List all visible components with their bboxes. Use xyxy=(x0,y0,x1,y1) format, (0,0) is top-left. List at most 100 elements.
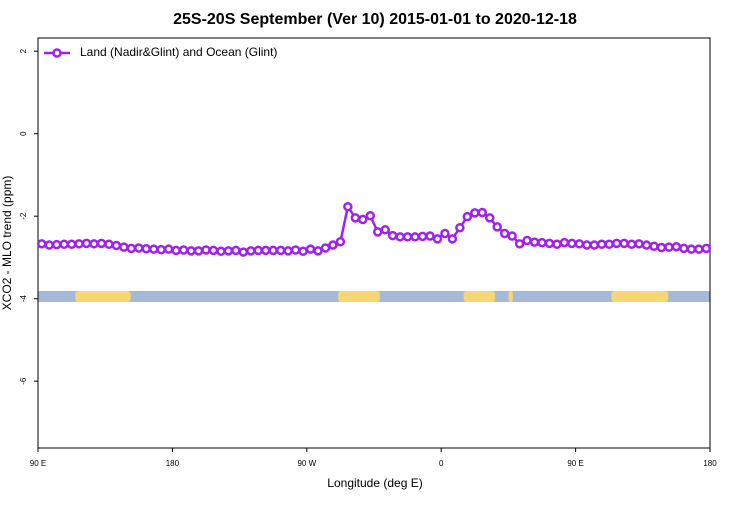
data-point xyxy=(447,234,458,244)
data-point xyxy=(604,239,614,249)
data-point xyxy=(440,228,450,239)
data-point xyxy=(514,239,525,249)
data-point xyxy=(701,243,712,254)
data-point xyxy=(358,214,368,225)
data-point xyxy=(44,240,54,250)
data-point xyxy=(283,246,293,256)
data-point xyxy=(171,245,181,256)
data-point xyxy=(649,241,659,252)
land-span xyxy=(508,291,513,302)
data-point xyxy=(246,246,256,256)
data-point xyxy=(260,245,271,256)
data-point xyxy=(66,239,77,249)
data-point xyxy=(335,237,346,247)
data-point xyxy=(372,227,383,237)
data-point xyxy=(216,246,226,256)
data-point xyxy=(141,244,152,254)
y-tick-label: 0 xyxy=(19,131,28,136)
land-span xyxy=(338,291,380,302)
data-point xyxy=(163,244,174,254)
data-point xyxy=(104,239,114,249)
data-point xyxy=(313,246,323,256)
data-point xyxy=(559,237,570,248)
data-point xyxy=(395,232,405,242)
data-point xyxy=(656,242,667,253)
y-tick-label: -4 xyxy=(19,295,28,303)
data-point xyxy=(484,213,495,223)
data-point xyxy=(81,238,92,249)
data-point xyxy=(36,239,47,249)
x-tick-label: 180 xyxy=(166,459,180,468)
y-tick-label: -6 xyxy=(19,377,28,385)
data-point xyxy=(686,244,697,254)
data-point xyxy=(328,240,338,250)
data-point xyxy=(671,241,682,252)
data-point xyxy=(477,207,488,218)
data-point xyxy=(544,238,555,249)
data-point xyxy=(208,245,219,256)
data-point xyxy=(298,246,308,256)
data-point xyxy=(268,245,278,256)
data-point xyxy=(582,240,592,250)
data-point xyxy=(380,225,390,235)
x-tick-label: 0 xyxy=(439,459,444,468)
data-point xyxy=(455,222,465,233)
data-point xyxy=(201,245,211,255)
legend-label: Land (Nadir&Glint) and Ocean (Glint) xyxy=(80,45,277,59)
data-point xyxy=(343,201,353,212)
x-tick-label: 90 W xyxy=(297,459,316,468)
data-point xyxy=(350,213,361,223)
data-point xyxy=(156,244,166,255)
data-point xyxy=(231,245,241,256)
data-point xyxy=(552,239,562,249)
data-point xyxy=(470,208,480,218)
data-point xyxy=(290,245,301,255)
data-point xyxy=(365,211,376,221)
data-point xyxy=(417,231,428,242)
data-point xyxy=(305,244,316,254)
x-tick-label: 180 xyxy=(703,459,717,468)
chart-title: 25S-20S September (Ver 10) 2015-01-01 to… xyxy=(173,11,577,28)
data-point xyxy=(567,238,577,249)
data-point xyxy=(320,243,331,253)
data-point xyxy=(402,232,413,242)
data-point xyxy=(492,222,502,232)
x-axis-label: Longitude (deg E) xyxy=(327,476,422,490)
x-tick-label: 90 E xyxy=(30,459,46,468)
data-point xyxy=(425,231,435,241)
data-point xyxy=(186,246,196,256)
data-point xyxy=(74,239,84,249)
data-point xyxy=(507,231,517,241)
data-point xyxy=(253,245,264,256)
y-tick-label: -2 xyxy=(19,212,28,220)
y-axis-label: XCO2 - MLO trend (ppm) xyxy=(0,176,14,311)
data-point xyxy=(126,243,137,254)
data-point xyxy=(387,230,398,241)
data-point xyxy=(178,245,189,255)
data-point xyxy=(89,239,99,249)
data-point xyxy=(529,237,540,247)
data-point xyxy=(96,238,107,249)
data-point xyxy=(134,243,144,253)
data-point xyxy=(664,242,674,252)
legend-marker xyxy=(52,48,62,58)
y-tick-label: 2 xyxy=(19,48,28,53)
data-point xyxy=(611,238,622,249)
data-point xyxy=(148,244,159,254)
data-point xyxy=(619,238,629,249)
data-point xyxy=(626,239,637,249)
data-point xyxy=(596,239,607,249)
data-point xyxy=(641,240,652,250)
data-point xyxy=(238,247,249,257)
land-span xyxy=(463,291,495,302)
data-point xyxy=(589,240,600,250)
data-point xyxy=(51,239,62,250)
data-point xyxy=(694,244,704,254)
data-point xyxy=(679,243,689,254)
data-point xyxy=(59,239,69,249)
land-span xyxy=(611,291,669,302)
data-point xyxy=(410,232,420,242)
data-point xyxy=(574,239,585,249)
data-point xyxy=(119,242,129,252)
